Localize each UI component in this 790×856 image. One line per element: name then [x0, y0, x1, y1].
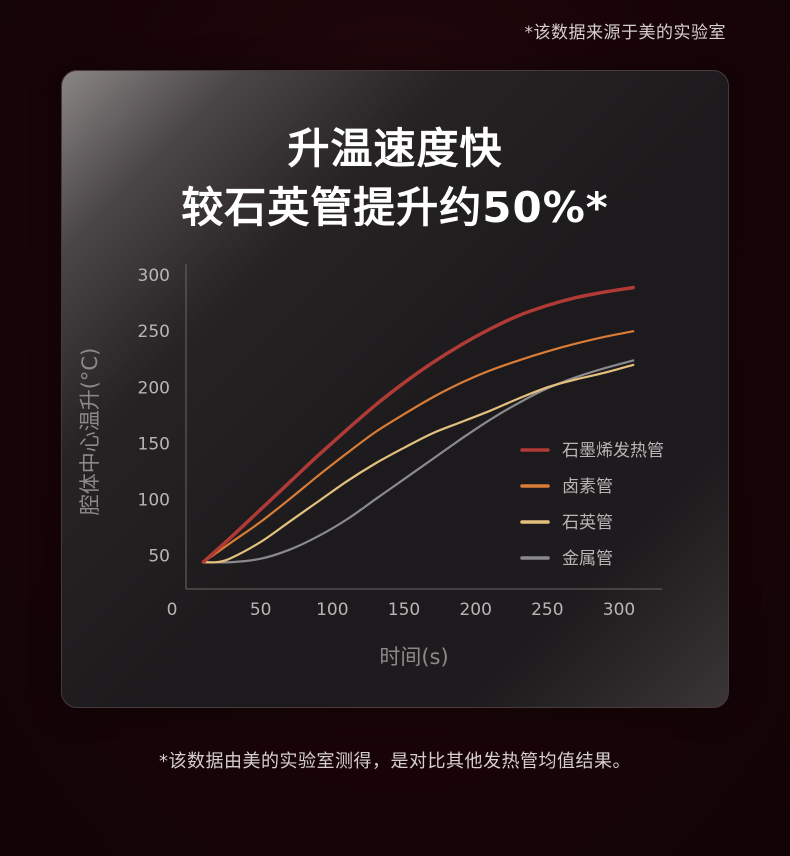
y-axis-title: 腔体中心温升(°C): [78, 348, 102, 516]
x-axis-title: 时间(s): [379, 645, 448, 669]
x-tick-label: 250: [531, 600, 563, 620]
temperature-line-chart: 50 100 150 200 250 300 0 50 100 150 200 250 300 时间(s)…: [78, 264, 664, 669]
x-tick-label: 200: [459, 600, 491, 620]
headline-line-2: 较石英管提升约50%*: [181, 183, 609, 232]
legend-label-4: 金属管: [562, 549, 613, 569]
y-tick-label: 250: [138, 322, 170, 342]
y-tick-label: 150: [138, 434, 170, 454]
y-tick-label: 50: [148, 546, 170, 566]
x-tick-label: 100: [316, 600, 348, 620]
y-tick-label: 100: [138, 490, 170, 510]
source-note: *该数据来源于美的实验室: [524, 23, 726, 43]
series-line-1: [201, 285, 636, 564]
series-line-3: [202, 363, 635, 564]
headline-line-1: 升温速度快: [287, 124, 503, 173]
legend-label-1: 石墨烯发热管: [562, 441, 664, 461]
y-tick-label: 200: [138, 378, 170, 398]
x-tick-label: 0: [167, 600, 178, 620]
x-tick-label: 150: [388, 600, 420, 620]
x-tick-label: 300: [603, 600, 635, 620]
y-tick-label: 300: [138, 266, 170, 286]
legend-label-2: 卤素管: [562, 477, 613, 497]
x-tick-label: 50: [250, 600, 272, 620]
legend-label-3: 石英管: [562, 513, 613, 533]
series-line-2: [202, 330, 635, 564]
chart-card: 升温速度快 较石英管提升约50%* 50 100 150 200 250 300 0 50 10…: [61, 70, 729, 708]
footnote: *该数据由美的实验室测得，是对比其他发热管均值结果。: [159, 751, 631, 772]
